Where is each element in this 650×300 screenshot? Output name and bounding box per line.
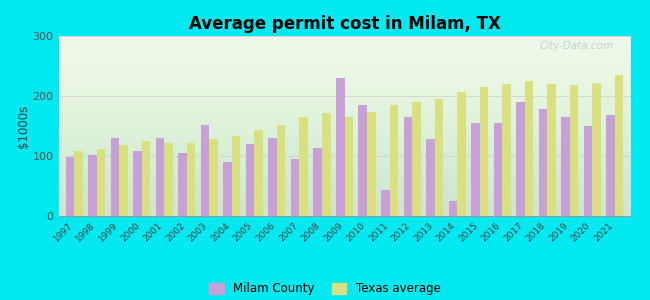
- Bar: [426, 139, 435, 216]
- Bar: [246, 144, 254, 216]
- Bar: [404, 117, 412, 216]
- Bar: [547, 84, 556, 216]
- Bar: [322, 113, 331, 216]
- Bar: [336, 78, 344, 216]
- Bar: [277, 125, 285, 216]
- Bar: [471, 123, 480, 216]
- Bar: [493, 123, 502, 216]
- Bar: [525, 81, 533, 216]
- Bar: [615, 75, 623, 216]
- Bar: [606, 115, 615, 216]
- Bar: [502, 84, 511, 216]
- Bar: [300, 117, 308, 216]
- Bar: [358, 105, 367, 216]
- Bar: [516, 102, 525, 216]
- Text: City-Data.com: City-Data.com: [540, 41, 614, 51]
- Bar: [268, 138, 277, 216]
- Bar: [480, 87, 488, 216]
- Bar: [381, 190, 389, 216]
- Legend: Milam County, Texas average: Milam County, Texas average: [205, 278, 445, 300]
- Bar: [187, 143, 196, 216]
- Bar: [120, 145, 128, 216]
- Bar: [457, 92, 465, 216]
- Bar: [66, 157, 74, 216]
- Bar: [254, 130, 263, 216]
- Bar: [448, 201, 457, 216]
- Bar: [592, 83, 601, 216]
- Bar: [164, 143, 173, 216]
- Bar: [97, 149, 105, 216]
- Bar: [88, 155, 97, 216]
- Bar: [142, 141, 150, 216]
- Bar: [367, 112, 376, 216]
- Bar: [156, 138, 164, 216]
- Bar: [584, 126, 592, 216]
- Bar: [561, 117, 569, 216]
- Bar: [178, 153, 187, 216]
- Bar: [291, 159, 300, 216]
- Bar: [74, 151, 83, 216]
- Bar: [313, 148, 322, 216]
- Bar: [133, 151, 142, 216]
- Y-axis label: $1000s: $1000s: [17, 104, 30, 148]
- Bar: [344, 117, 353, 216]
- Bar: [435, 99, 443, 216]
- Bar: [232, 136, 240, 216]
- Bar: [539, 109, 547, 216]
- Bar: [389, 105, 398, 216]
- Bar: [412, 102, 421, 216]
- Bar: [209, 139, 218, 216]
- Bar: [569, 85, 578, 216]
- Bar: [111, 138, 120, 216]
- Title: Average permit cost in Milam, TX: Average permit cost in Milam, TX: [188, 15, 500, 33]
- Bar: [201, 125, 209, 216]
- Bar: [224, 162, 232, 216]
